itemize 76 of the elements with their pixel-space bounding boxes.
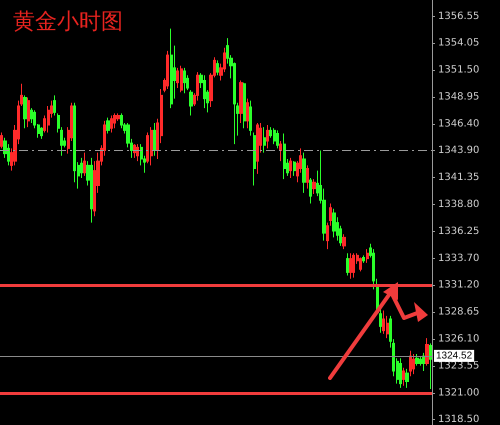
y-tick-label: 1354.05 [438, 37, 480, 48]
candlestick [283, 133, 286, 180]
y-tick-label: 1351.50 [438, 64, 480, 76]
candlestick [279, 140, 282, 162]
candlestick [113, 112, 116, 129]
candlestick [422, 352, 425, 372]
candlestick [53, 94, 56, 116]
candlestick [256, 122, 259, 174]
candlestick [0, 132, 3, 149]
candlestick [349, 252, 352, 280]
candlestick [40, 126, 43, 140]
candlestick [382, 310, 385, 334]
candlestick [362, 254, 365, 264]
candlestick [203, 74, 206, 109]
candlestick [189, 90, 193, 116]
candlestick [183, 67, 186, 94]
candlestick [402, 367, 405, 386]
chart-title: 黄金小时图 [13, 10, 123, 34]
y-tick-label: 1318.50 [438, 414, 480, 425]
candlestick [253, 132, 256, 186]
candlestick [342, 234, 346, 250]
candlestick [425, 338, 429, 366]
candlestick [306, 164, 309, 190]
y-tick-label: 1348.95 [438, 91, 480, 102]
y-tick-label: 1321.00 [438, 388, 480, 399]
candlestick [289, 157, 292, 179]
candlestick [276, 130, 279, 149]
candlestick [302, 152, 306, 194]
candlestick [216, 60, 219, 76]
candlestick [27, 97, 30, 128]
candlestick [293, 160, 296, 176]
candlestick [170, 28, 173, 109]
ref-line-label: 1324.52 [436, 350, 473, 362]
candlestick [409, 350, 412, 377]
candlestick [176, 67, 179, 88]
y-tick-label: 1343.90 [438, 145, 480, 156]
y-tick-label: 1346.40 [438, 118, 480, 130]
y-tick-label: 1328.65 [438, 306, 480, 318]
y-tick-label: 1331.20 [438, 280, 480, 291]
candlestick [415, 353, 419, 366]
y-tick-label: 1323.55 [438, 360, 480, 372]
candlestick [359, 257, 362, 272]
candlestick [429, 342, 432, 390]
candlestick [309, 178, 312, 204]
candlestick [352, 252, 355, 278]
candlestick [150, 126, 153, 166]
y-tick-label: 1338.80 [438, 199, 480, 210]
candlestick [366, 248, 369, 264]
candlestick [412, 353, 415, 375]
candlestick [263, 126, 266, 154]
candlestick [249, 100, 252, 136]
y-tick-label: 1333.70 [438, 253, 480, 264]
candlestick [133, 144, 136, 158]
candlestick [266, 124, 269, 149]
y-tick-label: 1356.55 [438, 10, 480, 22]
candlestick [23, 94, 27, 129]
candlestick [312, 178, 316, 194]
candlestick [273, 128, 276, 145]
candlestick [90, 157, 93, 224]
candlestick [346, 252, 349, 276]
candlestick [153, 122, 156, 156]
candlestick [166, 50, 169, 90]
candlestick [110, 115, 113, 133]
candlestick [399, 358, 402, 388]
candlestick [83, 152, 86, 176]
candlestick [180, 65, 183, 93]
candlestick [106, 117, 110, 134]
candlestick [136, 144, 139, 162]
candlestick [332, 208, 336, 238]
candlestick [405, 368, 409, 388]
y-tick-label: 1326.10 [438, 334, 480, 345]
candlestick [246, 98, 249, 129]
y-tick-label: 1336.25 [438, 226, 480, 238]
candlestick [239, 80, 243, 124]
candlestick [243, 82, 246, 129]
y-tick-label: 1341.35 [438, 172, 480, 184]
